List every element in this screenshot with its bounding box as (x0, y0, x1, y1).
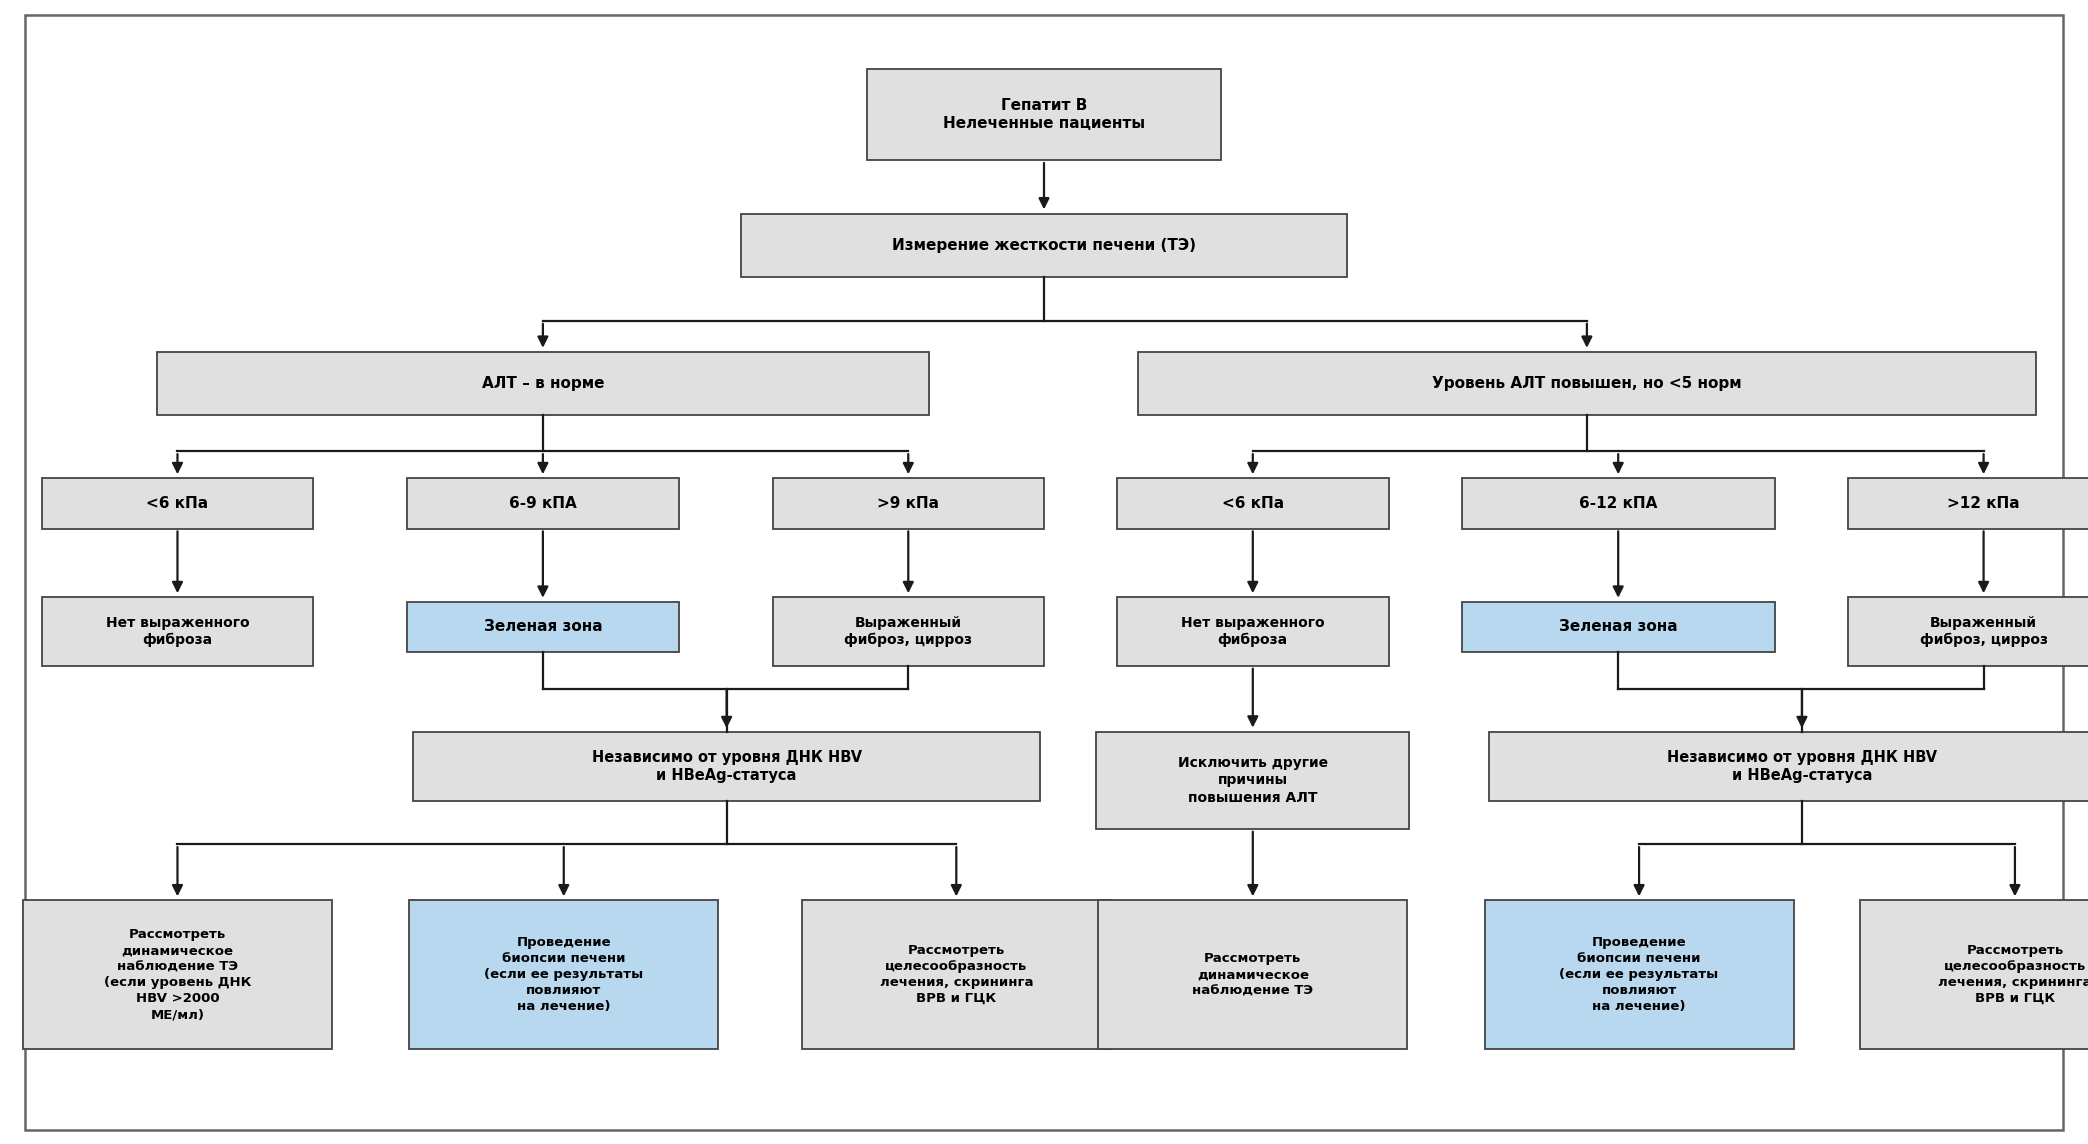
FancyBboxPatch shape (1848, 478, 2088, 529)
Text: >12 кПа: >12 кПа (1948, 495, 2019, 511)
Text: Уровень АЛТ повышен, но <5 норм: Уровень АЛТ повышен, но <5 норм (1432, 375, 1741, 391)
Text: <6 кПа: <6 кПа (1221, 495, 1284, 511)
Text: Рассмотреть
динамическое
наблюдение ТЭ: Рассмотреть динамическое наблюдение ТЭ (1192, 952, 1313, 998)
Text: Зеленая зона: Зеленая зона (484, 619, 601, 635)
Text: Выраженный
фиброз, цирроз: Выраженный фиброз, цирроз (844, 615, 973, 648)
Text: >9 кПа: >9 кПа (877, 495, 940, 511)
Text: Проведение
биопсии печени
(если ее результаты
повлияют
на лечение): Проведение биопсии печени (если ее резул… (1560, 936, 1718, 1014)
FancyBboxPatch shape (23, 900, 332, 1049)
FancyBboxPatch shape (1489, 732, 2088, 801)
FancyBboxPatch shape (741, 214, 1347, 277)
FancyBboxPatch shape (1117, 597, 1389, 666)
Text: 6-12 кПА: 6-12 кПА (1579, 495, 1658, 511)
FancyBboxPatch shape (1098, 900, 1407, 1049)
FancyBboxPatch shape (867, 69, 1221, 160)
Text: Независимо от уровня ДНК HBV
и HBeAg-статуса: Независимо от уровня ДНК HBV и HBeAg-ста… (591, 749, 862, 784)
Text: Выраженный
фиброз, цирроз: Выраженный фиброз, цирроз (1919, 615, 2048, 648)
FancyBboxPatch shape (1462, 602, 1775, 652)
Text: Рассмотреть
целесообразность
лечения, скрининга
ВРВ и ГЦК: Рассмотреть целесообразность лечения, ск… (1938, 944, 2088, 1006)
Text: Исключить другие
причины
повышения АЛТ: Исключить другие причины повышения АЛТ (1178, 756, 1328, 804)
FancyBboxPatch shape (407, 478, 679, 529)
Text: Нет выраженного
фиброза: Нет выраженного фиброза (106, 615, 248, 648)
FancyBboxPatch shape (802, 900, 1111, 1049)
FancyBboxPatch shape (42, 597, 313, 666)
FancyBboxPatch shape (413, 732, 1040, 801)
FancyBboxPatch shape (157, 351, 929, 414)
Text: Измерение жесткости печени (ТЭ): Измерение жесткости печени (ТЭ) (892, 238, 1196, 254)
FancyBboxPatch shape (1485, 900, 1794, 1049)
Text: Рассмотреть
динамическое
наблюдение ТЭ
(если уровень ДНК
HBV >2000
МЕ/мл): Рассмотреть динамическое наблюдение ТЭ (… (104, 928, 251, 1022)
Text: Рассмотреть
целесообразность
лечения, скрининга
ВРВ и ГЦК: Рассмотреть целесообразность лечения, ск… (879, 944, 1034, 1006)
Text: <6 кПа: <6 кПа (146, 495, 209, 511)
FancyBboxPatch shape (1462, 478, 1775, 529)
Text: Независимо от уровня ДНК HBV
и HBeAg-статуса: Независимо от уровня ДНК HBV и HBeAg-ста… (1666, 749, 1938, 784)
Text: АЛТ – в норме: АЛТ – в норме (482, 375, 603, 391)
Text: 6-9 кПА: 6-9 кПА (509, 495, 576, 511)
FancyBboxPatch shape (409, 900, 718, 1049)
FancyBboxPatch shape (42, 478, 313, 529)
FancyBboxPatch shape (1096, 732, 1409, 828)
FancyBboxPatch shape (1860, 900, 2088, 1049)
FancyBboxPatch shape (1848, 597, 2088, 666)
Text: Зеленая зона: Зеленая зона (1560, 619, 1677, 635)
FancyBboxPatch shape (1138, 351, 2036, 414)
FancyBboxPatch shape (1117, 478, 1389, 529)
FancyBboxPatch shape (25, 15, 2063, 1130)
FancyBboxPatch shape (407, 602, 679, 652)
FancyBboxPatch shape (773, 478, 1044, 529)
Text: Нет выраженного
фиброза: Нет выраженного фиброза (1182, 615, 1324, 648)
Text: Проведение
биопсии печени
(если ее результаты
повлияют
на лечение): Проведение биопсии печени (если ее резул… (484, 936, 643, 1014)
FancyBboxPatch shape (773, 597, 1044, 666)
Text: Гепатит В
Нелеченные пациенты: Гепатит В Нелеченные пациенты (944, 97, 1144, 132)
